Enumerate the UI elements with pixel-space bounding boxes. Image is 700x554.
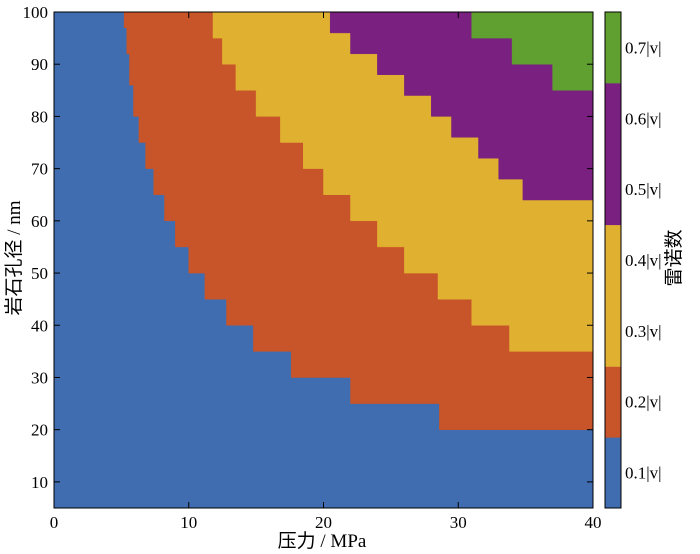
x-tick-label: 0 bbox=[50, 513, 59, 532]
y-tick-label: 70 bbox=[31, 160, 48, 179]
colorbar-level-label: 0.5|v| bbox=[625, 180, 662, 199]
colorbar-band bbox=[605, 153, 621, 226]
colorbar-level-label: 0.1|v| bbox=[625, 464, 662, 483]
colorbar-frame bbox=[604, 11, 622, 509]
colorbar-band bbox=[605, 224, 621, 296]
colorbar-band bbox=[605, 82, 621, 155]
y-tick-label: 50 bbox=[31, 264, 48, 283]
x-tick-label: 20 bbox=[315, 513, 332, 532]
colorbar-band bbox=[605, 12, 621, 84]
x-tick-label: 40 bbox=[585, 513, 602, 532]
colorbar-band bbox=[605, 437, 621, 509]
y-tick-label: 60 bbox=[31, 212, 48, 231]
x-axis-title: 压力 / MPa bbox=[278, 530, 367, 552]
x-tick-label: 30 bbox=[450, 513, 467, 532]
colorbar-band bbox=[605, 295, 621, 367]
colorbar-level-label: 0.3|v| bbox=[625, 322, 662, 341]
y-tick-label: 80 bbox=[31, 107, 48, 126]
colorbar-level-label: 0.2|v| bbox=[625, 393, 662, 412]
y-tick-label: 90 bbox=[31, 55, 48, 74]
colorbar-level-label: 0.7|v| bbox=[625, 38, 662, 57]
y-tick-label: 30 bbox=[31, 368, 48, 387]
axis-ticks: 0 10 20 30 40 10 20 30 40 50 60 70 80 90 100 bbox=[23, 3, 602, 532]
y-tick-label: 20 bbox=[31, 421, 48, 440]
colorbar-band bbox=[605, 366, 621, 438]
colorbar-level-label: 0.4|v| bbox=[625, 251, 662, 270]
colorbar: 0.1|v| 0.2|v| 0.3|v| 0.4|v| 0.5|v| 0.6|v| 0.7|… bbox=[604, 11, 662, 509]
colorbar-title: 雷诺数 bbox=[663, 229, 685, 286]
x-tick-label: 10 bbox=[180, 513, 197, 532]
y-axis-title: 岩石孔径 / nm bbox=[3, 200, 25, 315]
y-tick-label: 100 bbox=[23, 3, 49, 22]
colorbar-level-label: 0.6|v| bbox=[625, 109, 662, 128]
y-tick-label: 10 bbox=[31, 473, 48, 492]
y-tick-label: 40 bbox=[31, 316, 48, 335]
plot-area bbox=[54, 11, 594, 508]
